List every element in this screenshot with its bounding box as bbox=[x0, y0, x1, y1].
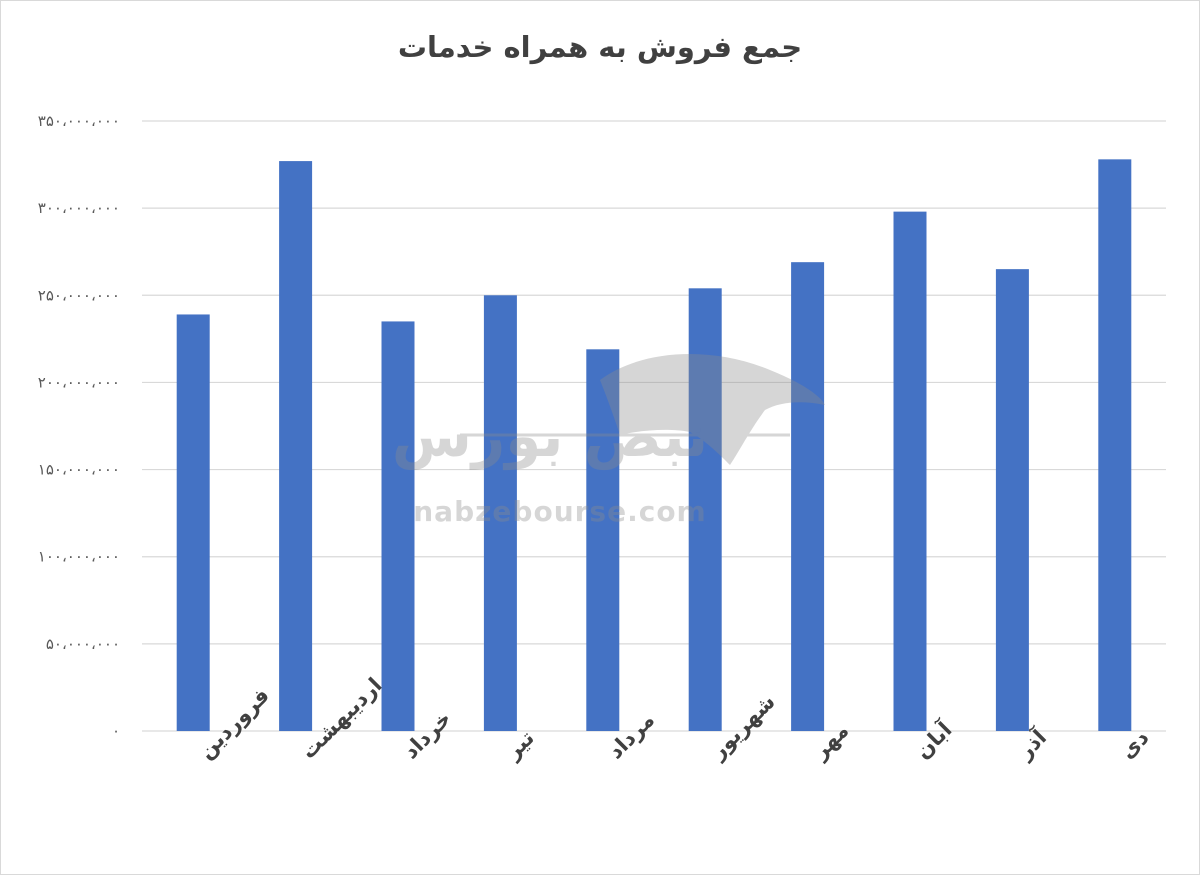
y-tick-label: ۱۵۰،۰۰۰،۰۰۰ bbox=[38, 461, 120, 479]
gridlines bbox=[142, 120, 1166, 732]
bar bbox=[381, 321, 415, 731]
bar bbox=[1098, 159, 1132, 732]
bar bbox=[893, 211, 927, 732]
y-tick-label: ۳۰۰،۰۰۰،۰۰۰ bbox=[38, 199, 120, 217]
y-tick-label: ۵۰،۰۰۰،۰۰۰ bbox=[46, 635, 120, 653]
bar bbox=[995, 269, 1029, 731]
bar bbox=[483, 295, 517, 731]
y-tick-label: ۲۵۰،۰۰۰،۰۰۰ bbox=[38, 286, 120, 304]
bar bbox=[791, 262, 825, 731]
y-tick-label: ۲۰۰،۰۰۰،۰۰۰ bbox=[38, 373, 120, 391]
y-axis-ticks: ۰ ۵۰،۰۰۰،۰۰۰ ۱۰۰،۰۰۰،۰۰۰ ۱۵۰،۰۰۰،۰۰۰ ۲۰۰،۰۰۰… bbox=[38, 112, 120, 740]
chart-title: جمع فروش به همراه خدمات bbox=[397, 30, 803, 64]
bars bbox=[176, 159, 1132, 732]
bar bbox=[279, 161, 313, 732]
y-tick-label: ۰ bbox=[112, 722, 120, 740]
y-tick-label: ۱۰۰،۰۰۰،۰۰۰ bbox=[38, 548, 120, 566]
bar bbox=[176, 314, 210, 731]
bar bbox=[688, 288, 722, 731]
bar bbox=[586, 349, 620, 731]
y-tick-label: ۳۵۰،۰۰۰،۰۰۰ bbox=[38, 112, 120, 130]
